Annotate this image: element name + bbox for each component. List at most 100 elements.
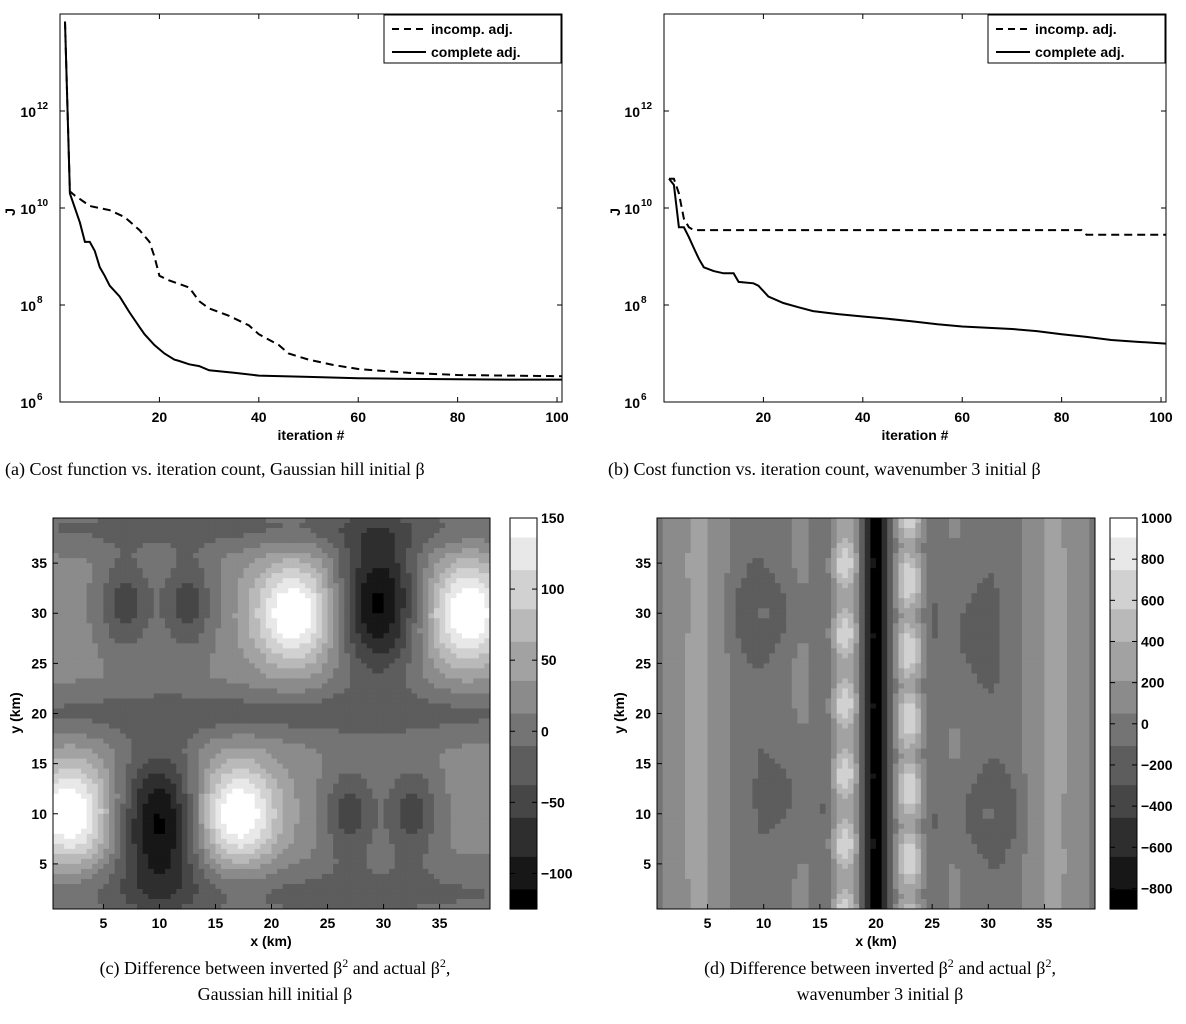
- field-cell: [143, 834, 149, 840]
- field-cell: [64, 834, 70, 840]
- field-cell: [384, 693, 390, 699]
- field-cell: [395, 844, 401, 850]
- field-cell: [277, 558, 283, 564]
- field-cell: [283, 618, 289, 624]
- field-cell: [171, 769, 177, 775]
- field-cell: [305, 663, 311, 669]
- chart-b-legend: incomp. adj. complete adj.: [988, 15, 1165, 63]
- field-cell: [227, 784, 233, 790]
- field-cell: [115, 618, 121, 624]
- field-cell: [159, 568, 165, 574]
- field-cell: [305, 528, 311, 534]
- field-cell: [378, 693, 384, 699]
- field-cell: [322, 839, 328, 845]
- field-cell: [210, 734, 216, 740]
- field-cell: [356, 628, 362, 634]
- field-cell: [339, 673, 345, 679]
- field-cell: [70, 719, 76, 725]
- field-cell: [243, 543, 249, 549]
- field-cell: [87, 889, 93, 895]
- field-cell: [120, 764, 126, 770]
- field-cell: [260, 643, 266, 649]
- field-cell: [395, 643, 401, 649]
- field-cell: [361, 774, 367, 780]
- field-cell: [322, 729, 328, 735]
- y-tick-exponent: 8: [37, 295, 43, 306]
- field-cell: [176, 608, 182, 614]
- field-cell: [115, 814, 121, 820]
- field-cell: [283, 884, 289, 890]
- field-cell: [143, 583, 149, 589]
- field-cell: [238, 558, 244, 564]
- field-cell: [294, 668, 300, 674]
- field-cell: [305, 864, 311, 870]
- field-cell: [367, 779, 373, 785]
- field-cell: [311, 703, 317, 709]
- field-cell: [159, 864, 165, 870]
- field-cell: [210, 638, 216, 644]
- field-cell: [221, 618, 227, 624]
- field-cell: [92, 834, 98, 840]
- field-cell: [255, 869, 261, 875]
- field-cell: [193, 879, 199, 885]
- field-cell: [227, 658, 233, 664]
- field-cell: [283, 683, 289, 689]
- field-cell: [81, 744, 87, 750]
- field-cell: [154, 784, 160, 790]
- field-cell: [260, 538, 266, 544]
- field-cell: [300, 764, 306, 770]
- field-cell: [103, 538, 109, 544]
- field-cell: [238, 759, 244, 765]
- field-cell: [126, 623, 132, 629]
- caption-a-text: Cost function vs. iteration count, Gauss…: [29, 459, 410, 479]
- caption-a-label: (a): [5, 459, 25, 480]
- field-cell: [171, 739, 177, 745]
- field-cell: [255, 859, 261, 865]
- field-cell: [131, 729, 137, 735]
- field-cell: [238, 899, 244, 905]
- field-cell: [204, 598, 210, 604]
- field-cell: [232, 708, 238, 714]
- field-cell: [159, 734, 165, 740]
- field-cell: [266, 623, 272, 629]
- field-cell: [255, 623, 261, 629]
- field-cell: [109, 583, 115, 589]
- field-cell: [305, 794, 311, 800]
- field-cell: [204, 668, 210, 674]
- field-cell: [143, 794, 149, 800]
- field-cell: [126, 804, 132, 810]
- field-cell: [199, 623, 205, 629]
- field-cell: [131, 583, 137, 589]
- field-cell: [131, 899, 137, 905]
- field-cell: [288, 633, 294, 639]
- field-cell: [243, 618, 249, 624]
- field-cell: [103, 889, 109, 895]
- field-cell: [81, 588, 87, 594]
- field-cell: [81, 673, 87, 679]
- field-cell: [221, 533, 227, 539]
- field-cell: [277, 603, 283, 609]
- field-cell: [300, 834, 306, 840]
- field-cell: [109, 829, 115, 835]
- field-cell: [137, 794, 143, 800]
- field-cell: [75, 683, 81, 689]
- field-cell: [361, 714, 367, 720]
- field-cell: [378, 673, 384, 679]
- field-cell: [199, 889, 205, 895]
- field-cell: [221, 889, 227, 895]
- field-cell: [165, 869, 171, 875]
- field-cell: [238, 734, 244, 740]
- field-cell: [70, 663, 76, 669]
- field-cell: [199, 824, 205, 830]
- field-cell: [344, 578, 350, 584]
- field-cell: [182, 804, 188, 810]
- field-cell: [59, 643, 65, 649]
- field-cell: [339, 583, 345, 589]
- field-cell: [92, 663, 98, 669]
- field-cell: [311, 683, 317, 689]
- field-cell: [81, 583, 87, 589]
- field-cell: [176, 784, 182, 790]
- field-cell: [344, 618, 350, 624]
- field-cell: [120, 633, 126, 639]
